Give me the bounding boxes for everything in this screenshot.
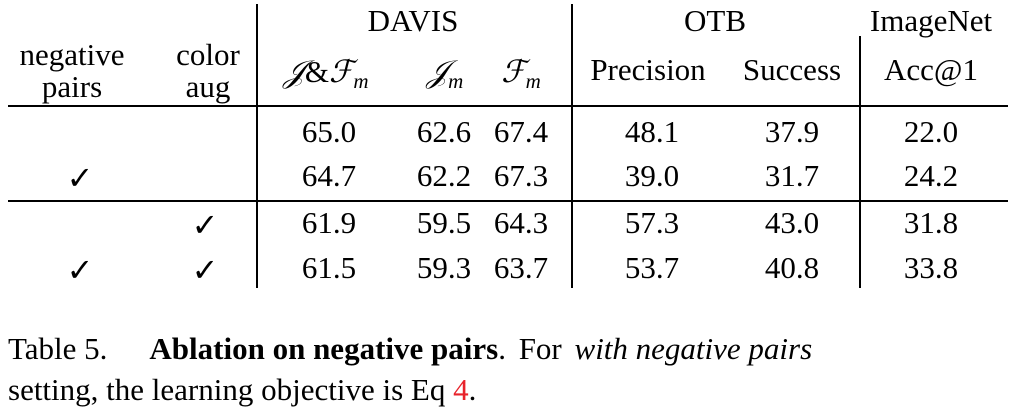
- cell-jf: 61.5: [301, 250, 357, 285]
- cell-f: 67.4: [493, 114, 549, 149]
- cell-j: 59.5: [416, 205, 472, 240]
- cell-success: 43.0: [764, 205, 820, 240]
- caption-title: Ablation on negative pairs: [149, 331, 499, 366]
- cell-acc1: 24.2: [903, 158, 959, 193]
- header-color-aug-line2: aug: [185, 69, 231, 104]
- cell-j: 62.2: [416, 158, 472, 193]
- caption-italic: with negative pairs: [574, 331, 813, 366]
- caption-text: . For: [498, 331, 575, 366]
- check-mark-color-aug: ✓: [191, 206, 219, 244]
- vertical-rule-otb-left: [571, 4, 573, 288]
- equation-reference-link[interactable]: 4: [453, 372, 469, 407]
- cell-acc1: 33.8: [903, 250, 959, 285]
- header-jf-mean: 𝒥&ℱm: [283, 54, 369, 93]
- vertical-rule-imagenet-left: [859, 36, 861, 288]
- cell-acc1: 22.0: [903, 114, 959, 149]
- caption-end: .: [468, 372, 477, 407]
- header-f-mean: ℱm: [501, 54, 541, 93]
- cell-acc1: 31.8: [903, 205, 959, 240]
- cell-f: 67.3: [493, 158, 549, 193]
- cell-j: 59.3: [416, 250, 472, 285]
- header-success: Success: [742, 52, 842, 87]
- header-rule: [8, 105, 1008, 107]
- vertical-rule-davis-left: [256, 4, 258, 288]
- cell-precision: 39.0: [624, 158, 680, 193]
- cell-jf: 64.7: [301, 158, 357, 193]
- header-color-aug-line1: color: [176, 37, 240, 72]
- header-negative-pairs-line1: negative: [19, 37, 125, 72]
- caption-label: Table 5.: [8, 331, 108, 366]
- cell-f: 64.3: [493, 205, 549, 240]
- header-imagenet: ImageNet: [869, 3, 993, 38]
- header-precision: Precision: [590, 52, 706, 87]
- caption-line-1: Table 5. Ablation on negative pairs. For …: [8, 328, 1016, 369]
- header-davis: DAVIS: [367, 3, 459, 38]
- caption-line-2: setting, the learning objective is Eq 4.: [8, 369, 1016, 410]
- cell-success: 31.7: [764, 158, 820, 193]
- header-acc1: Acc@1: [884, 52, 978, 87]
- group-separator-rule: [8, 200, 1008, 202]
- check-mark-negative-pairs: ✓: [66, 159, 94, 197]
- cell-precision: 53.7: [624, 250, 680, 285]
- check-mark-color-aug: ✓: [191, 251, 219, 289]
- table-caption: Table 5. Ablation on negative pairs. For …: [8, 328, 1016, 410]
- check-mark-negative-pairs: ✓: [66, 251, 94, 289]
- caption-text-2: setting, the learning objective is Eq: [8, 372, 454, 407]
- header-j-mean: 𝒥m: [426, 54, 464, 93]
- cell-precision: 57.3: [624, 205, 680, 240]
- cell-success: 37.9: [764, 114, 820, 149]
- cell-success: 40.8: [764, 250, 820, 285]
- header-negative-pairs-line2: pairs: [41, 69, 103, 104]
- header-otb: OTB: [684, 3, 746, 38]
- cell-jf: 65.0: [301, 114, 357, 149]
- cell-j: 62.6: [416, 114, 472, 149]
- cell-f: 63.7: [493, 250, 549, 285]
- cell-precision: 48.1: [624, 114, 680, 149]
- cell-jf: 61.9: [301, 205, 357, 240]
